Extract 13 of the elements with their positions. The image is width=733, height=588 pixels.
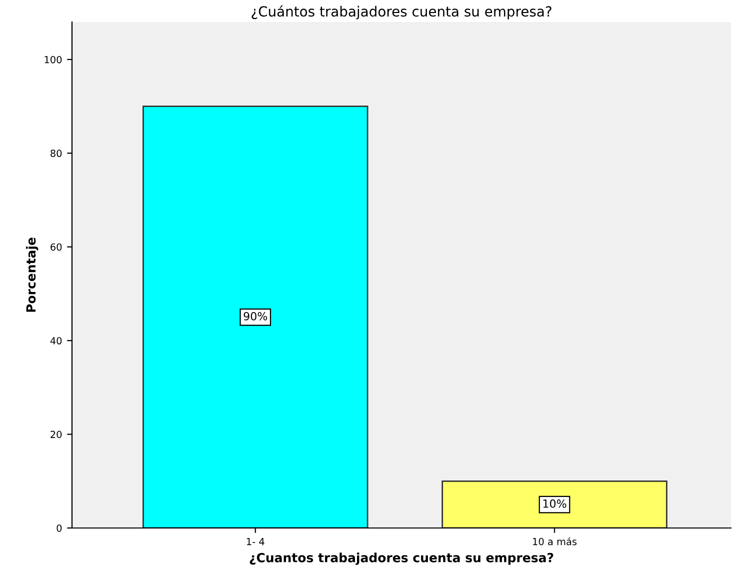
y-tick-label: 100 — [44, 56, 62, 64]
x-axis-title: ¿Cuantos trabajadores cuenta su empresa? — [250, 552, 554, 565]
y-tick-label: 0 — [56, 524, 62, 532]
y-tick-label: 20 — [50, 430, 62, 438]
y-axis-title: Porcentaje — [26, 238, 38, 312]
x-tick-label: 10 a más — [533, 537, 577, 546]
y-tick-label: 40 — [50, 337, 62, 344]
data-label: 90% — [244, 312, 268, 320]
data-label: 10% — [543, 499, 566, 508]
chart-title: ¿Cuántos trabajadores cuenta su empresa? — [252, 5, 552, 20]
y-tick-label: 80 — [50, 150, 62, 158]
y-tick-label: 60 — [50, 243, 62, 251]
x-tick-label: 1- 4 — [246, 538, 264, 546]
